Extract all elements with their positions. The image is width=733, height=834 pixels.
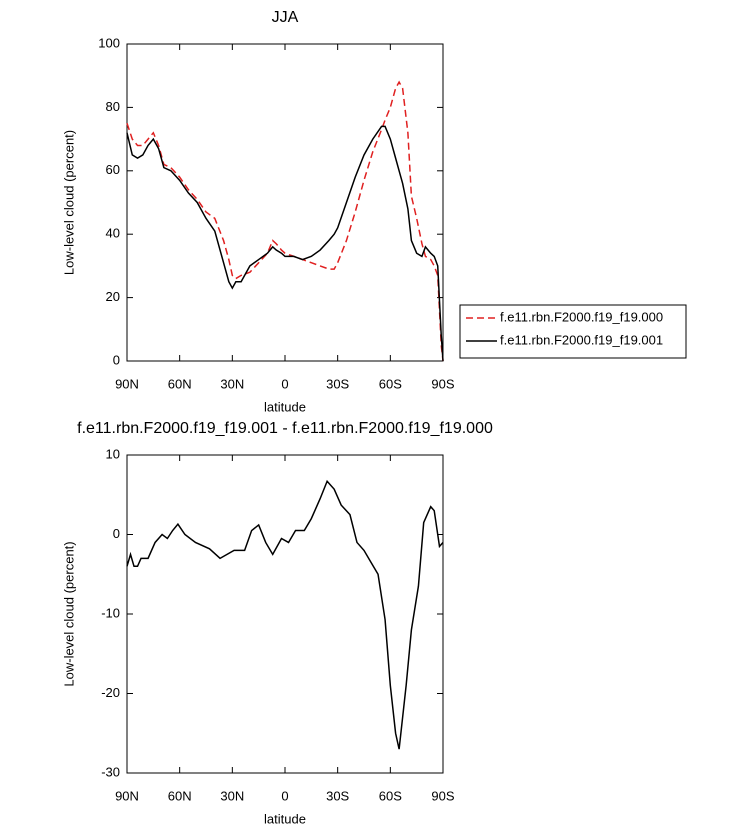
x-tick-label: 0 [281, 376, 288, 391]
y-tick-label: 60 [106, 162, 120, 177]
y-tick-label: 10 [106, 446, 120, 461]
chart-title: JJA [272, 9, 299, 26]
x-tick-label: 30S [326, 376, 349, 391]
x-axis-label: latitude [264, 811, 306, 826]
x-tick-label: 30N [220, 788, 244, 803]
x-tick-label: 30S [326, 788, 349, 803]
y-tick-label: 100 [98, 35, 120, 50]
x-tick-label: 90S [431, 788, 454, 803]
plot-frame [126, 43, 444, 362]
x-axis-label: latitude [264, 399, 306, 414]
legend-box [459, 304, 687, 359]
y-axis-label: Low-level cloud (percent) [61, 541, 76, 686]
y-tick-label: -20 [101, 685, 120, 700]
y-tick-label: 0 [113, 352, 120, 367]
data-line [126, 125, 444, 362]
y-tick-label: 40 [106, 226, 120, 241]
legend-label: f.e11.rbn.F2000.f19_f19.000 [500, 309, 663, 324]
data-line [126, 80, 444, 362]
chart-title: f.e11.rbn.F2000.f19_f19.001 - f.e11.rbn.… [77, 420, 493, 437]
plot-frame [126, 454, 444, 774]
x-tick-label: 60N [168, 788, 192, 803]
y-tick-label: -10 [101, 605, 120, 620]
x-tick-label: 90S [431, 376, 454, 391]
y-tick-label: 80 [106, 99, 120, 114]
x-tick-label: 0 [281, 788, 288, 803]
y-tick-label: 20 [106, 289, 120, 304]
y-tick-label: 0 [113, 526, 120, 541]
x-tick-label: 60S [379, 788, 402, 803]
x-tick-label: 60N [168, 376, 192, 391]
x-tick-label: 90N [115, 376, 139, 391]
x-tick-label: 30N [220, 376, 244, 391]
legend-label: f.e11.rbn.F2000.f19_f19.001 [500, 332, 663, 347]
y-axis-label: Low-level cloud (percent) [61, 130, 76, 275]
x-tick-label: 90N [115, 788, 139, 803]
x-tick-label: 60S [379, 376, 402, 391]
data-line [126, 479, 444, 750]
y-tick-label: -30 [101, 764, 120, 779]
